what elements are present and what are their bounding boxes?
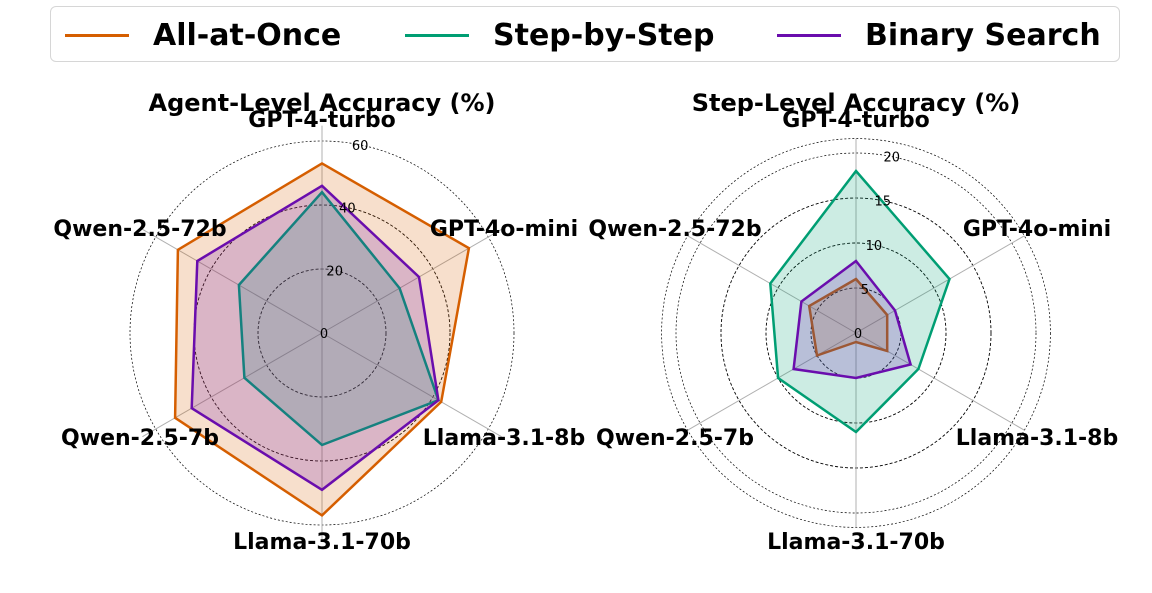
tick-label-60: 60 xyxy=(352,139,369,154)
series-binary-search xyxy=(190,184,440,492)
legend-label-step-by-step: Step-by-Step xyxy=(493,17,715,53)
outer-ring xyxy=(675,152,1037,514)
spoke-qwen-2-5-72b xyxy=(142,228,323,334)
series-all-at-once xyxy=(807,277,889,358)
legend-entry-binary-search: Binary Search xyxy=(777,7,1101,63)
series-binary-search xyxy=(792,259,913,380)
tick-label-10: 10 xyxy=(866,239,883,254)
chart-title: Step-Level Accuracy (%) xyxy=(692,89,1021,117)
tick-label-20: 20 xyxy=(884,151,901,166)
legend-entry-all-at-once: All-at-Once xyxy=(65,7,341,63)
category-label-qwen-2-5-7b: Qwen-2.5-7b xyxy=(596,426,754,451)
legend-label-binary-search: Binary Search xyxy=(865,17,1101,53)
spoke-llama-3-1-8b xyxy=(321,332,502,438)
tick-label-20: 20 xyxy=(326,264,343,279)
spoke-qwen-2-5-7b xyxy=(687,332,857,431)
step-level-radar-chart: 0 5 10 15 20 GPT-4-turbo GPT-4o-mini Llama-3.1-… xyxy=(588,89,1118,555)
series-all-at-once xyxy=(173,161,471,517)
legend-swatch-step-by-step xyxy=(405,33,469,37)
category-label-gpt-4o-mini: GPT-4o-mini xyxy=(430,217,578,242)
tick-label-40: 40 xyxy=(339,202,356,217)
agent-level-radar-chart: 0 20 40 60 GPT-4-turbo GPT-4o-mini Llama-3.1-8… xyxy=(53,89,585,555)
series-step-by-step xyxy=(237,190,440,447)
category-label-qwen-2-5-72b: Qwen-2.5-72b xyxy=(53,217,226,242)
legend-swatch-binary-search xyxy=(777,33,841,37)
spoke-qwen-2-5-7b xyxy=(142,332,323,438)
tick-label-0: 0 xyxy=(320,327,328,342)
category-label-qwen-2-5-7b: Qwen-2.5-7b xyxy=(61,426,219,451)
category-label-llama-3-1-70b: Llama-3.1-70b xyxy=(233,530,411,555)
legend: All-at-Once Step-by-Step Binary Search xyxy=(50,6,1120,62)
chart-title: Agent-Level Accuracy (%) xyxy=(149,89,496,117)
category-label-gpt-4-turbo: GPT-4-turbo xyxy=(782,108,929,133)
tick-label-15: 15 xyxy=(875,195,892,210)
category-label-llama-3-1-8b: Llama-3.1-8b xyxy=(423,426,585,451)
category-label-gpt-4o-mini: GPT-4o-mini xyxy=(963,217,1111,242)
legend-swatch-all-at-once xyxy=(65,33,129,37)
spoke-qwen-2-5-72b xyxy=(687,235,857,334)
category-label-qwen-2-5-72b: Qwen-2.5-72b xyxy=(588,217,761,242)
legend-label-all-at-once: All-at-Once xyxy=(153,17,342,53)
category-label-llama-3-1-8b: Llama-3.1-8b xyxy=(956,426,1118,451)
category-label-gpt-4-turbo: GPT-4-turbo xyxy=(248,108,395,133)
category-label-llama-3-1-70b: Llama-3.1-70b xyxy=(767,530,945,555)
tick-label-5: 5 xyxy=(861,283,869,298)
legend-entry-step-by-step: Step-by-Step xyxy=(405,7,714,63)
spoke-gpt-4o-mini xyxy=(321,228,502,334)
tick-label-0: 0 xyxy=(854,327,862,342)
spoke-gpt-4o-mini xyxy=(855,235,1025,334)
